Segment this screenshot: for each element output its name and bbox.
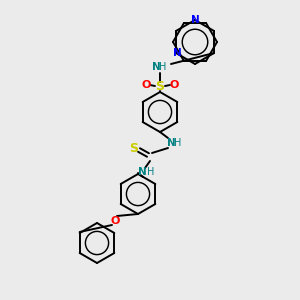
- Text: O: O: [110, 216, 120, 226]
- Text: N: N: [172, 48, 181, 58]
- Text: O: O: [141, 80, 151, 90]
- Text: H: H: [147, 167, 155, 177]
- Text: O: O: [169, 80, 179, 90]
- Text: N: N: [167, 138, 176, 148]
- Text: S: S: [155, 80, 164, 94]
- Text: H: H: [159, 62, 167, 72]
- Text: S: S: [130, 142, 139, 154]
- Text: N: N: [190, 15, 200, 25]
- Text: N: N: [152, 62, 160, 72]
- Text: H: H: [174, 138, 182, 148]
- Text: N: N: [138, 167, 146, 177]
